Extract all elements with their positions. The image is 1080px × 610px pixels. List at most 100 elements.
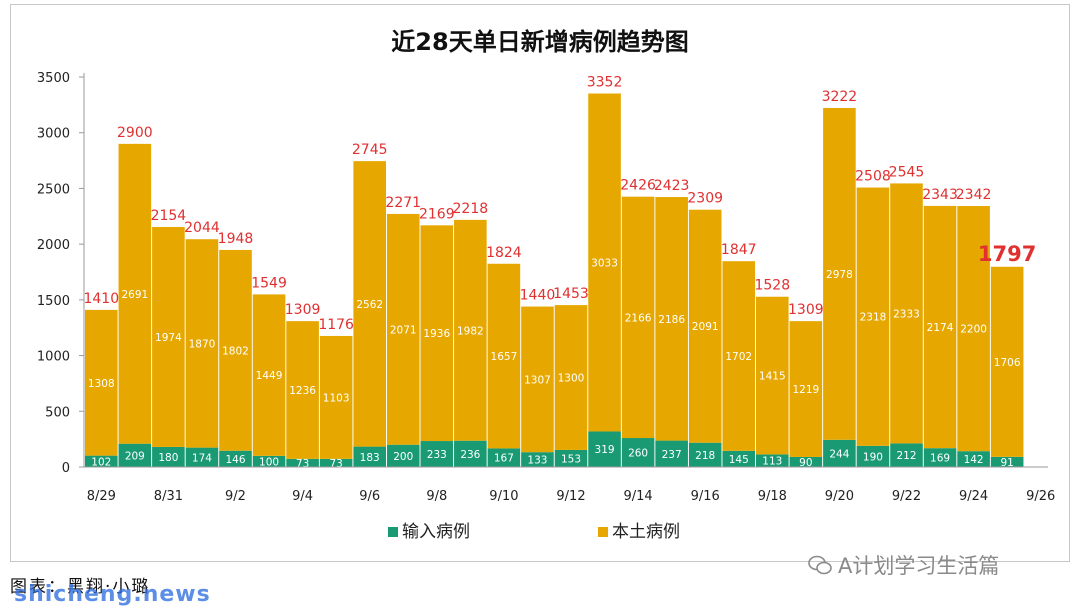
bar-local — [118, 143, 152, 444]
local-value-label: 2186 — [658, 314, 685, 326]
import-value-label: 218 — [695, 450, 715, 462]
local-value-label: 2562 — [356, 299, 383, 311]
local-value-label: 1219 — [792, 384, 819, 396]
bar-local — [923, 205, 957, 449]
bar-import — [353, 446, 386, 467]
import-value-label: 260 — [628, 448, 648, 460]
bar-local — [286, 321, 319, 459]
local-value-label: 2333 — [893, 308, 920, 320]
import-value-label: 200 — [393, 451, 413, 463]
total-value-label: 1847 — [721, 242, 757, 258]
import-value-label: 319 — [595, 444, 615, 456]
total-value-label: 1440 — [520, 288, 556, 304]
import-value-label: 183 — [360, 452, 380, 464]
total-value-label: 1528 — [754, 278, 790, 294]
x-tick-label: 9/12 — [556, 489, 585, 504]
bar-local — [890, 183, 923, 444]
total-value-label: 2900 — [117, 125, 153, 141]
import-value-label: 73 — [296, 458, 309, 470]
import-value-label: 233 — [427, 449, 447, 461]
bar-local — [185, 239, 219, 448]
bar-local — [219, 249, 252, 451]
bar-local — [454, 219, 487, 441]
total-value-label: 1824 — [486, 245, 522, 261]
x-tick-label: 9/8 — [426, 489, 447, 504]
chart-frame — [10, 4, 1070, 562]
local-value-label: 1300 — [558, 373, 585, 385]
account-watermark: A计划学习生活篇 — [808, 550, 999, 580]
local-value-label: 1308 — [88, 378, 115, 390]
x-tick-label: 9/22 — [892, 489, 921, 504]
account-name: A计划学习生活篇 — [838, 554, 1000, 578]
chart-canvas: 近28天单日新增病例趋势图 0 500 1000 1500 2000 2500 3000 350… — [37, 28, 1055, 542]
bar-import — [789, 456, 823, 467]
bar-local — [487, 263, 521, 449]
y-tick-label: 1000 — [37, 350, 70, 365]
local-value-label: 3033 — [591, 257, 618, 269]
x-tick-label: 9/18 — [758, 489, 787, 504]
total-value-label: 2426 — [620, 178, 656, 194]
import-value-label: 237 — [662, 449, 682, 461]
local-value-label: 1702 — [725, 351, 752, 363]
bar-local — [521, 306, 554, 453]
total-value-label: 2745 — [352, 142, 388, 158]
import-value-label: 100 — [259, 456, 279, 468]
bar-import — [722, 450, 756, 467]
total-value-label: 1549 — [251, 275, 287, 291]
local-value-label: 2166 — [625, 312, 652, 324]
total-value-label: 2343 — [922, 187, 958, 203]
bar-local — [85, 309, 118, 456]
y-tick-label: 3500 — [37, 71, 70, 86]
bar-import — [688, 442, 722, 467]
bar-local — [386, 213, 420, 445]
x-tick-label: 9/16 — [691, 489, 720, 504]
bar-import — [118, 443, 152, 467]
y-tick-label: 0 — [62, 461, 70, 476]
total-value-label: 1410 — [83, 291, 119, 307]
total-value-label: 1453 — [553, 286, 589, 302]
chart-title: 近28天单日新增病例趋势图 — [391, 28, 688, 56]
import-value-label: 153 — [561, 453, 581, 465]
bar-import — [957, 451, 990, 467]
x-tick-label: 8/29 — [87, 489, 116, 504]
import-value-label: 145 — [729, 454, 749, 466]
import-value-label: 169 — [930, 453, 950, 465]
local-value-label: 1870 — [189, 338, 216, 350]
local-value-label: 1415 — [759, 371, 786, 383]
total-value-label: 3352 — [587, 74, 623, 90]
y-tick-label: 2000 — [37, 238, 70, 253]
bar-import — [152, 446, 185, 467]
import-value-label: 244 — [829, 448, 849, 460]
local-value-label: 1936 — [423, 328, 450, 340]
total-value-label: 2545 — [889, 164, 925, 180]
total-value-label: 2044 — [184, 220, 220, 236]
local-value-label: 1802 — [222, 345, 249, 357]
bar-local — [990, 266, 1024, 457]
x-tick-label: 9/14 — [623, 489, 652, 504]
total-value-label: 1309 — [788, 302, 824, 318]
bar-import — [454, 440, 487, 467]
local-value-label: 2691 — [121, 289, 148, 301]
import-value-label: 142 — [964, 454, 984, 466]
import-value-label: 146 — [225, 454, 245, 466]
bar-import — [823, 439, 856, 467]
x-tick-label: 9/4 — [292, 489, 313, 504]
bar-import — [621, 438, 655, 467]
y-tick-label: 500 — [45, 405, 70, 420]
bar-import — [85, 455, 118, 467]
chart-credit: 图表：黑翔·小璐 — [10, 577, 151, 597]
bar-import — [521, 452, 554, 467]
bar-local — [789, 321, 823, 457]
total-value-label: 2423 — [654, 178, 690, 194]
import-value-label: 190 — [863, 451, 883, 463]
bar-import — [219, 450, 252, 467]
bar-import — [386, 444, 420, 467]
import-value-label: 209 — [125, 450, 145, 462]
bar-import — [655, 440, 688, 467]
total-value-label: 2508 — [855, 169, 891, 185]
bar-local — [823, 107, 856, 440]
local-value-label: 2318 — [860, 312, 887, 324]
total-value-label: 3222 — [822, 89, 858, 105]
bar-local — [756, 296, 789, 455]
x-tick-label: 9/10 — [489, 489, 518, 504]
